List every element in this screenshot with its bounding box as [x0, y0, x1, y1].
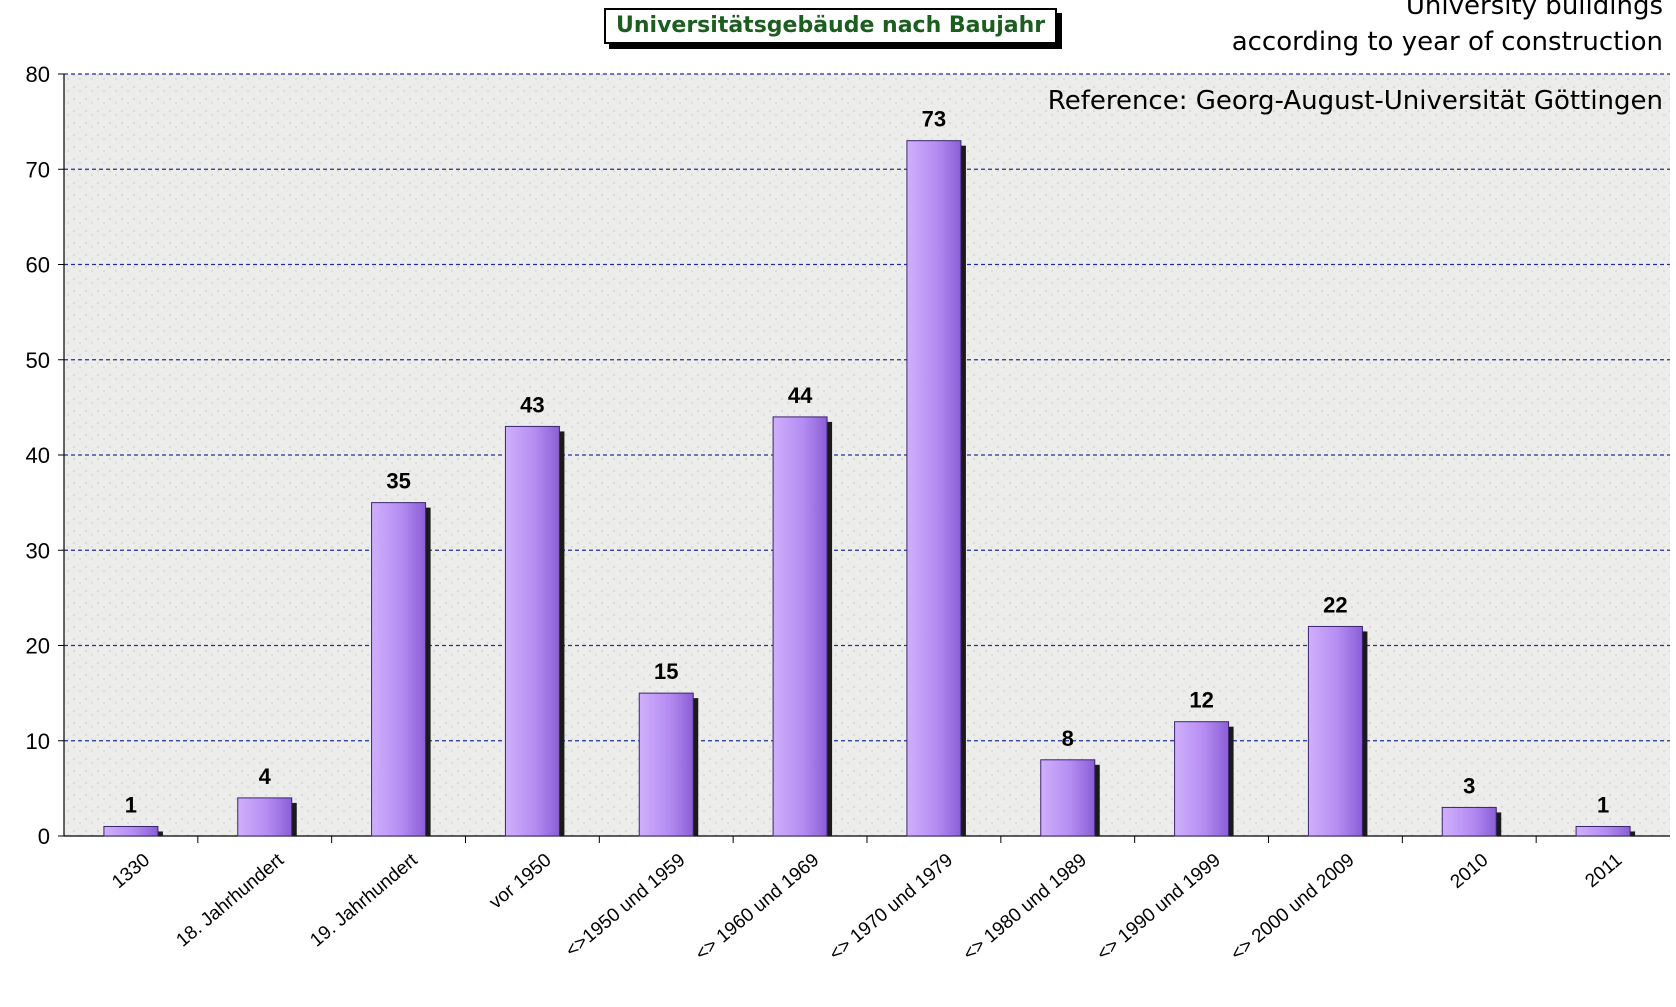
data-label: 44: [788, 383, 813, 408]
x-tick-label: 2011: [1581, 850, 1626, 892]
data-label: 3: [1463, 773, 1475, 798]
bar: [906, 140, 962, 837]
subtitle-line-2: according to year of construction: [1231, 27, 1663, 57]
x-tick-label: <> 1980 und 1989: [959, 850, 1091, 965]
y-tick-label: 50: [26, 348, 50, 373]
data-label: 1: [125, 792, 137, 817]
x-tick-label: <> 1960 und 1969: [692, 850, 824, 965]
data-label: 15: [654, 659, 678, 684]
x-tick-label: 19. Jahrhundert: [306, 849, 422, 951]
bar: [1040, 759, 1096, 837]
y-tick-label: 10: [26, 729, 50, 754]
bar: [103, 825, 159, 837]
bar: [638, 692, 694, 837]
data-label: 22: [1323, 592, 1347, 617]
x-tick-label: 2010: [1447, 850, 1493, 893]
bar: [237, 797, 293, 837]
data-label: 1: [1597, 792, 1609, 817]
bar: [1174, 721, 1230, 837]
y-tick-label: 20: [26, 634, 50, 659]
x-tick-label: 18. Jahrhundert: [173, 849, 289, 951]
bar: [1575, 825, 1631, 837]
data-label: 4: [259, 764, 272, 789]
y-tick-label: 0: [38, 824, 50, 849]
subtitle-line-1: University buildings: [1405, 0, 1663, 21]
x-tick-label: vor 1950: [485, 850, 555, 914]
y-tick-label: 40: [26, 443, 50, 468]
x-tick-label: <> 1970 und 1979: [825, 850, 957, 965]
x-tick-label: 1330: [108, 850, 154, 893]
bar: [1307, 625, 1363, 837]
y-tick-label: 30: [26, 538, 50, 563]
x-tick-label: <> 1990 und 1999: [1093, 850, 1225, 965]
chart-title: Universitätsgebäude nach Baujahr: [604, 8, 1058, 44]
x-tick-label: <>1950 und 1959: [562, 850, 690, 962]
data-label: 43: [520, 392, 544, 417]
y-tick-label: 60: [26, 253, 50, 278]
data-label: 8: [1062, 726, 1074, 751]
data-label: 12: [1189, 688, 1213, 713]
y-tick-label: 70: [26, 157, 50, 182]
y-tick-label: 80: [26, 62, 50, 87]
bar: [371, 502, 427, 837]
reference-note: Reference: Georg-August-Universität Gött…: [1047, 86, 1663, 116]
bar: [504, 425, 560, 837]
english-subtitle: University buildings according to year o…: [1232, 0, 1663, 72]
x-tick-label: <> 2000 und 2009: [1227, 850, 1359, 965]
bar: [1441, 806, 1497, 837]
data-label: 35: [386, 469, 410, 494]
data-label: 73: [922, 107, 946, 132]
bar: [772, 416, 828, 837]
